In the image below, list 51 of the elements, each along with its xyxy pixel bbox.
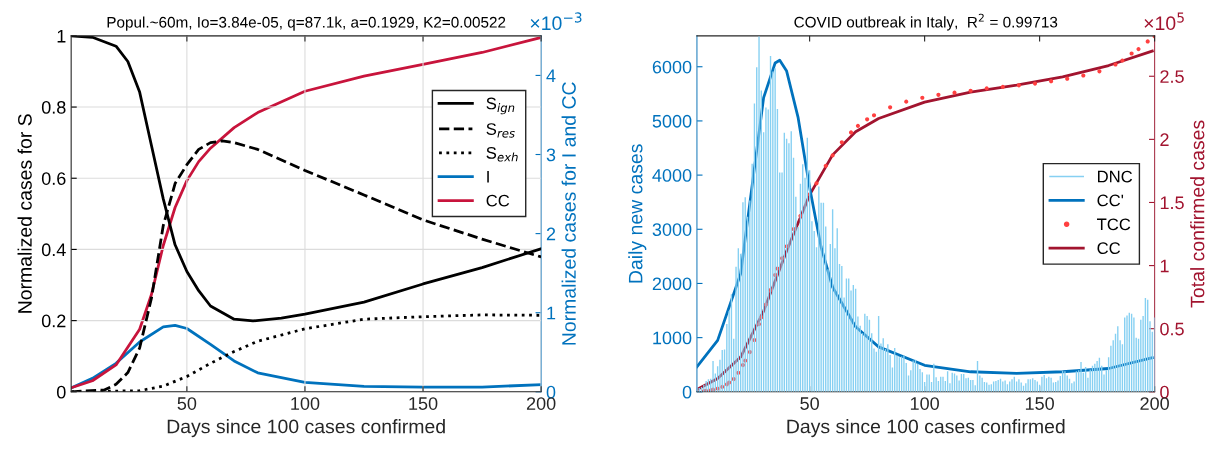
y-tick-label: 0.6: [41, 172, 66, 185]
y-tick-label: 0.8: [41, 100, 66, 114]
y2-axis-title: Normalized cases for I and CC: [561, 82, 576, 345]
x-tick-label: 200: [526, 397, 556, 410]
x-tick-label: 150: [409, 397, 438, 410]
y-axis-title: Normalized cases for S: [17, 114, 32, 313]
y-tick-label: 0: [56, 385, 66, 399]
y2-tick-label: 1.5: [1160, 196, 1184, 210]
chart-title: Popul.~60m, Io=3.84e-05, q=87.1k, a=0.1929, K2=0.00522: [107, 16, 506, 31]
legend-label: CC: [486, 194, 510, 207]
x-axis-title: Days since 100 cases confirmed: [167, 419, 445, 438]
y-tick-label: 0: [682, 385, 692, 399]
y-tick-label: 4000: [652, 169, 692, 182]
text: ×10$^{−3}$: [530, 12, 582, 31]
y2-tick-label: 0.5: [1160, 322, 1184, 336]
y2-tick-label: 1: [1160, 259, 1169, 273]
y2-tick-label: 2: [546, 227, 556, 241]
x-tick-label: 150: [1025, 397, 1054, 410]
y-tick-label: 6000: [652, 60, 692, 74]
x-axis-title: Days since 100 cases confirmed: [787, 419, 1065, 438]
legend-label: S$_{exh}$: [486, 147, 518, 162]
legend-label: CC': [1097, 194, 1124, 207]
x-tick-label: 50: [800, 397, 819, 410]
y2-tick-label: 4: [546, 69, 556, 82]
y-axis-title: Daily new cases: [628, 144, 647, 283]
y-tick-label: 1000: [653, 331, 692, 345]
y2-tick-label: 1: [547, 306, 556, 320]
y2-tick-label: 3: [546, 148, 556, 162]
y-tick-label: 1: [57, 29, 66, 43]
legend-label: S$_{ign}$: [486, 97, 515, 115]
legend-label: TCC: [1097, 218, 1131, 231]
x-tick-label: 50: [177, 397, 197, 410]
y-tick-label: 5000: [652, 114, 692, 128]
y2-tick-label: 0: [546, 385, 556, 399]
legend-label: DNC: [1098, 170, 1133, 183]
legend-label: CC: [1097, 242, 1121, 255]
legend-label: S$_{res}$: [486, 123, 515, 138]
y-tick-label: 3000: [652, 223, 692, 236]
chart-title: COVID outbreak in Italy, R$^{2}$ = 0.99713: [794, 13, 1058, 31]
y2-tick-label: 2: [1160, 133, 1169, 146]
y-tick-label: 2000: [652, 277, 692, 291]
legend-label: I: [487, 171, 489, 183]
x-tick-label: 100: [291, 397, 320, 410]
y2-axis-title: Total confirmed cases: [1190, 120, 1205, 308]
text: ×10$^{5}$: [1144, 12, 1184, 31]
y2-tick-label: 2.5: [1160, 70, 1184, 83]
y-tick-label: 0.4: [41, 243, 66, 257]
x-tick-label: 100: [910, 397, 939, 410]
x-tick-label: 200: [1140, 397, 1169, 410]
y2-tick-label: 0: [1160, 385, 1169, 399]
y-tick-label: 0.2: [41, 314, 66, 328]
